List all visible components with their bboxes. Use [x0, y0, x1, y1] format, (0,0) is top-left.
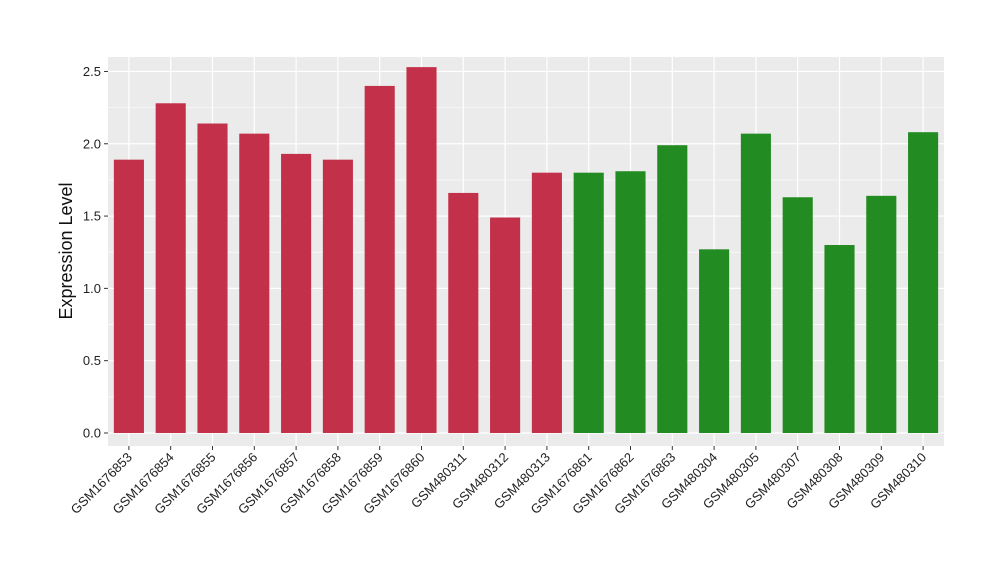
bar-GSM1676858 [322, 159, 353, 433]
bar-GSM480312 [490, 217, 521, 433]
bar-GSM1676857 [281, 153, 312, 433]
bars [113, 67, 939, 433]
bar-GSM480311 [448, 192, 479, 433]
bar-GSM480309 [866, 195, 897, 433]
bar-GSM480313 [531, 172, 562, 433]
y-axis: 0.0 0.5 1.0 1.5 2.0 2.5 [83, 64, 108, 440]
bar-GSM1676856 [239, 133, 270, 433]
plot-panel [108, 57, 944, 446]
bar-GSM1676861 [573, 172, 604, 433]
y-tick-label: 2.5 [83, 64, 101, 79]
y-axis-label: Expression Level [56, 182, 76, 319]
bar-GSM1676853 [113, 159, 144, 433]
x-axis: GSM1676853GSM1676854GSM1676855GSM1676856… [68, 446, 929, 517]
bar-GSM1676854 [155, 103, 186, 433]
bar-GSM480305 [740, 133, 771, 433]
bar-GSM480310 [908, 132, 939, 433]
bar-GSM1676863 [657, 145, 688, 433]
y-tick-label: 1.5 [83, 209, 101, 224]
bar-GSM1676855 [197, 123, 228, 433]
bar-GSM1676860 [406, 67, 437, 433]
y-tick-label: 0.5 [83, 353, 101, 368]
bar-GSM480307 [782, 197, 813, 433]
y-tick-label: 2.0 [83, 136, 101, 151]
bar-GSM1676862 [615, 171, 646, 433]
bar-GSM480308 [824, 244, 855, 433]
y-tick-label: 0.0 [83, 425, 101, 440]
bar-GSM1676859 [364, 85, 395, 433]
y-tick-label: 1.0 [83, 281, 101, 296]
bar-GSM480304 [699, 249, 730, 433]
